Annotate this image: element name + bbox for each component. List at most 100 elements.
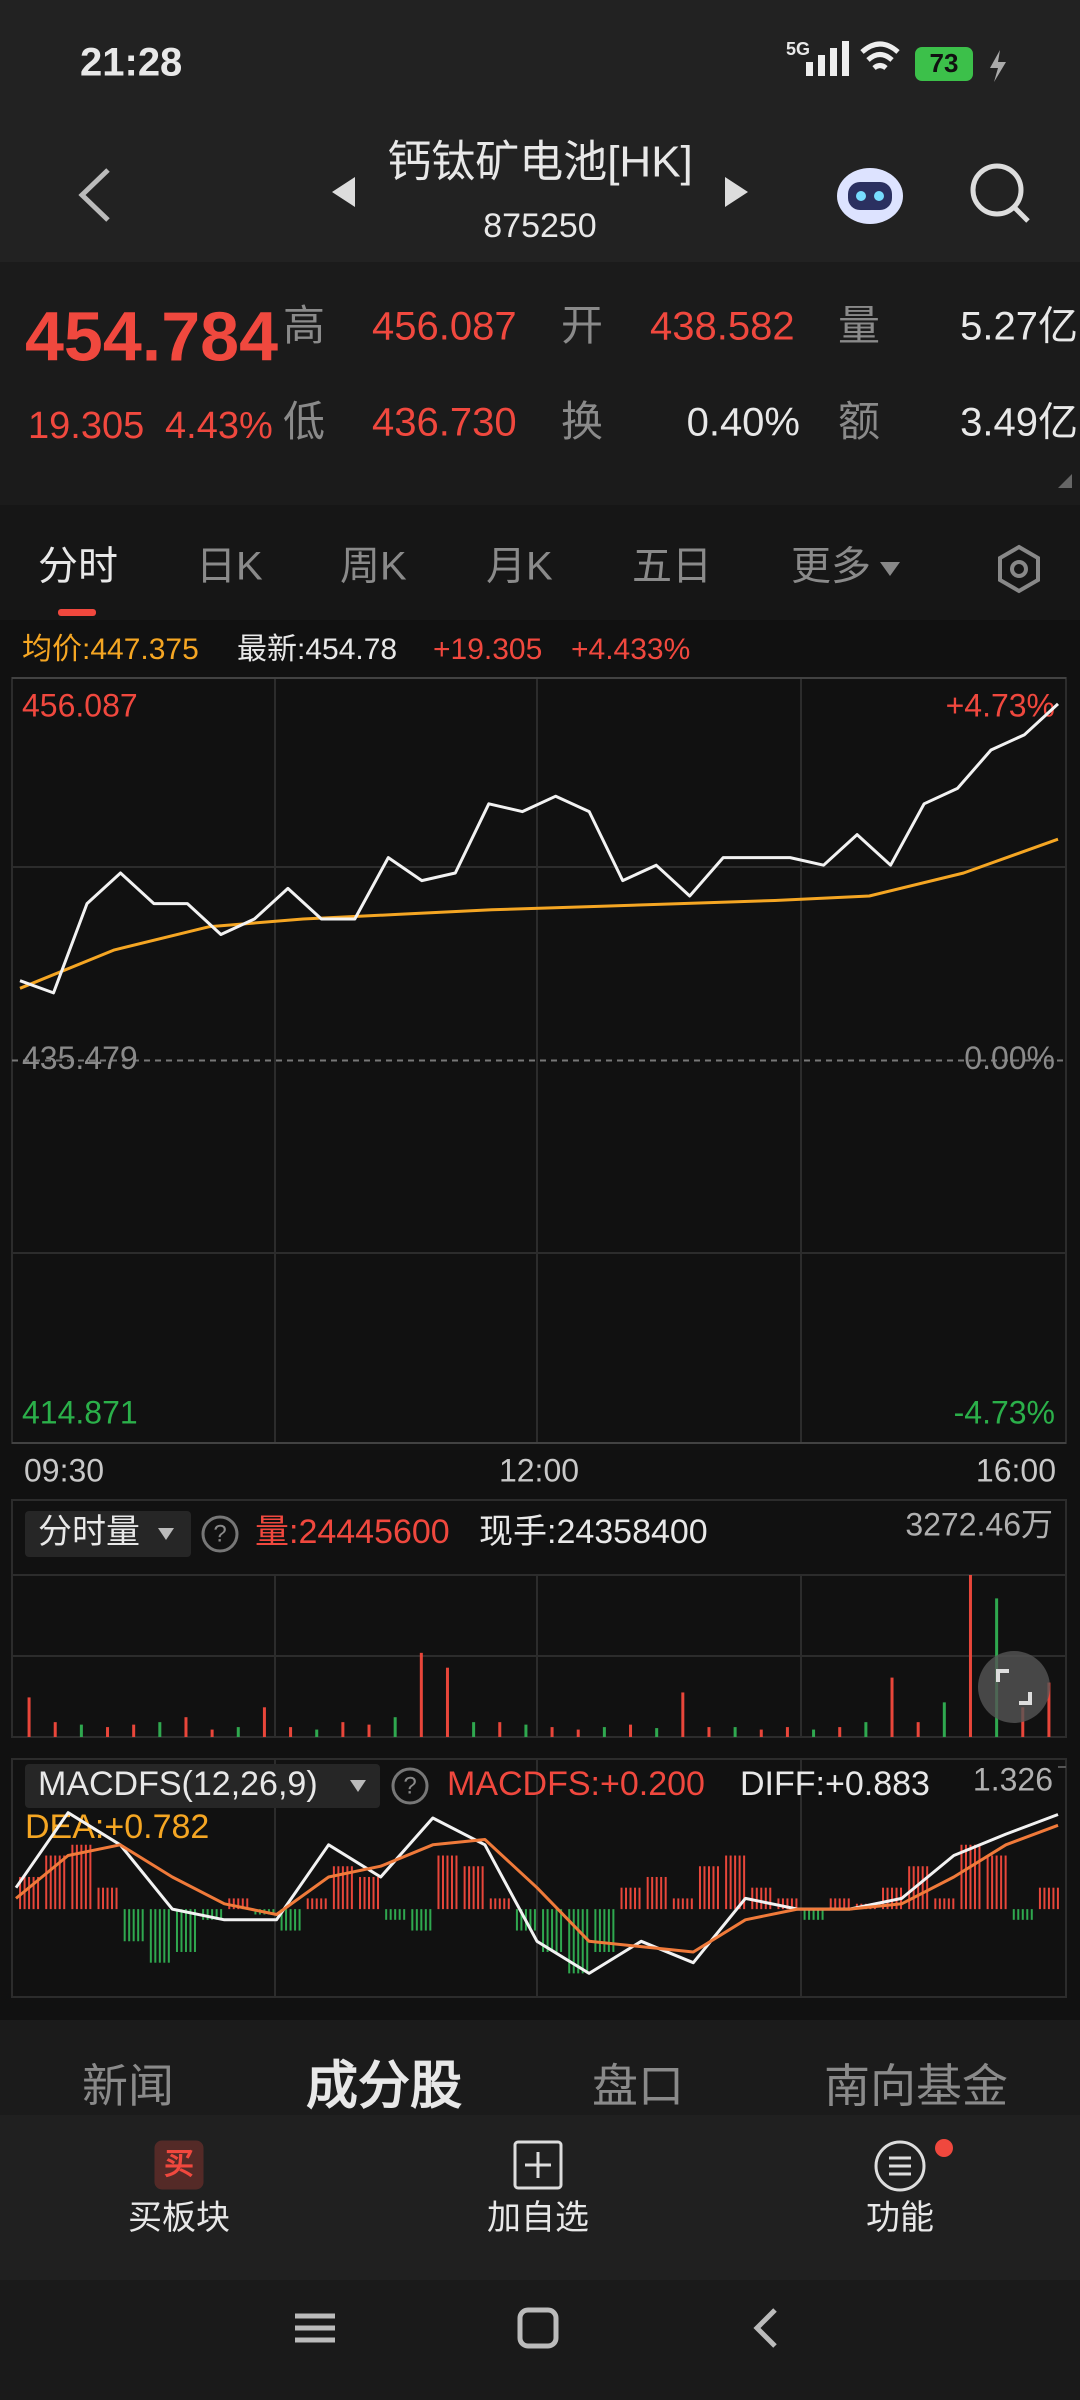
volume-bar	[759, 1729, 763, 1737]
field-value: 5.27亿	[960, 305, 1078, 349]
tab[interactable]: 更多	[791, 545, 871, 589]
volume-bar	[838, 1727, 842, 1737]
diff-label: DIFF:+0.883	[740, 1765, 930, 1803]
back-key[interactable]	[753, 2308, 777, 2348]
field-label: 高	[283, 302, 325, 349]
y-tick-label: 3272.46万	[905, 1506, 1053, 1542]
tab[interactable]: 分时	[38, 545, 118, 589]
volume-bar	[158, 1722, 162, 1737]
latest-change: +19.305	[433, 633, 542, 666]
bottom-tab[interactable]: 南向基金	[824, 2060, 1008, 2112]
status-time: 21:28	[80, 41, 182, 85]
volume-bar	[262, 1707, 266, 1737]
volume-title: 分时量	[38, 1513, 140, 1551]
volume-bar	[184, 1717, 188, 1737]
tab[interactable]: 五日	[632, 545, 712, 589]
y2-tick-label: +4.73%	[946, 687, 1055, 723]
stock-title: 钙钛矿电池[HK]	[387, 138, 693, 187]
signal-icon: 5G	[786, 39, 849, 76]
volume-bar	[53, 1722, 57, 1737]
x-tick-label: 09:30	[24, 1452, 104, 1488]
macd-selector[interactable]	[25, 1764, 380, 1808]
dea-label: DEA:+0.782	[25, 1808, 209, 1846]
tab[interactable]: 周K	[340, 545, 407, 589]
field-label: 量	[838, 302, 880, 349]
notification-dot	[935, 2139, 953, 2157]
price-change-pct: 4.43%	[165, 405, 273, 447]
volume-bar	[785, 1727, 789, 1737]
quote-bg	[0, 262, 1080, 505]
volume-bar	[1047, 1682, 1051, 1737]
back-button[interactable]	[78, 168, 110, 222]
volume-bar	[655, 1728, 659, 1737]
price-line	[19, 702, 1060, 995]
bottom-tab[interactable]: 盘口	[592, 2060, 684, 2112]
volume-bar	[315, 1729, 319, 1737]
volume-bar	[289, 1727, 293, 1737]
macd-label: MACDFS:+0.200	[447, 1765, 705, 1803]
nav-label[interactable]: 加自选	[487, 2199, 589, 2237]
y2-tick-label: 0.00%	[964, 1040, 1055, 1076]
bottom-tab[interactable]: 成分股	[306, 2058, 462, 2116]
volume-bar	[629, 1724, 633, 1737]
help-icon[interactable]	[201, 1515, 239, 1553]
settings-dot	[1010, 560, 1028, 578]
buy-icon[interactable]	[154, 2140, 204, 2190]
add-watchlist-icon[interactable]	[513, 2140, 563, 2190]
tab[interactable]: 日K	[196, 545, 263, 589]
x-tick-label: 16:00	[976, 1452, 1056, 1488]
battery-level: 73	[930, 48, 959, 78]
menu-key[interactable]	[295, 2313, 335, 2343]
hand-label: 现手:24358400	[479, 1513, 708, 1551]
dropdown-arrow	[158, 1528, 174, 1540]
macd-line	[14, 1811, 1059, 1975]
bottom-tab[interactable]: 新闻	[82, 2060, 174, 2112]
volume-label: 量:24445600	[255, 1513, 450, 1551]
nav-label[interactable]: 功能	[866, 2199, 934, 2237]
header-bg	[0, 0, 1080, 262]
settings-button[interactable]	[998, 544, 1040, 594]
charging-icon	[990, 50, 1006, 82]
field-label: 换	[561, 398, 603, 445]
volume-selector[interactable]	[25, 1511, 191, 1557]
prev-stock[interactable]	[332, 177, 355, 207]
macd-title: MACDFS(12,26,9)	[38, 1765, 318, 1803]
volume-bar	[132, 1724, 136, 1737]
fullscreen-button[interactable]	[978, 1651, 1050, 1723]
volume-bar	[733, 1727, 737, 1737]
tab-indicator	[58, 609, 96, 616]
home-key[interactable]	[517, 2307, 559, 2349]
volume-bar	[1021, 1707, 1025, 1737]
macd-frame	[11, 1758, 1067, 1998]
volume-bar	[236, 1727, 240, 1737]
volume-bar	[942, 1702, 946, 1737]
more-arrow	[880, 562, 900, 576]
volume-bar	[210, 1729, 214, 1737]
assistant-icon[interactable]	[837, 168, 903, 224]
buy-icon-text: 买	[164, 2148, 194, 2181]
bottom-tabs-bg	[0, 2020, 1080, 2115]
nav-label[interactable]: 买板块	[128, 2199, 230, 2237]
volume-bar	[445, 1667, 449, 1737]
help-icon[interactable]	[391, 1767, 429, 1805]
avg-price: 均价:447.375	[22, 633, 199, 666]
field-value: 3.49亿	[960, 401, 1078, 445]
function-icon[interactable]	[874, 2140, 926, 2192]
tab[interactable]: 月K	[486, 545, 553, 589]
field-value: 456.087	[372, 305, 517, 349]
search-button[interactable]	[970, 163, 1030, 223]
volume-bar	[79, 1724, 83, 1737]
battery-icon	[915, 47, 973, 81]
volume-bar	[341, 1722, 345, 1737]
volume-bar	[498, 1722, 502, 1737]
volume-frame	[11, 1499, 1067, 1738]
next-stock[interactable]	[725, 177, 748, 207]
latest-price: 最新:454.78	[237, 633, 397, 666]
field-value: 0.40%	[687, 401, 800, 445]
volume-bar	[524, 1724, 528, 1737]
volume-bar	[419, 1652, 423, 1737]
field-value: 436.730	[372, 401, 517, 445]
expand-corner[interactable]	[1058, 474, 1072, 488]
volume-bar	[968, 1575, 972, 1737]
